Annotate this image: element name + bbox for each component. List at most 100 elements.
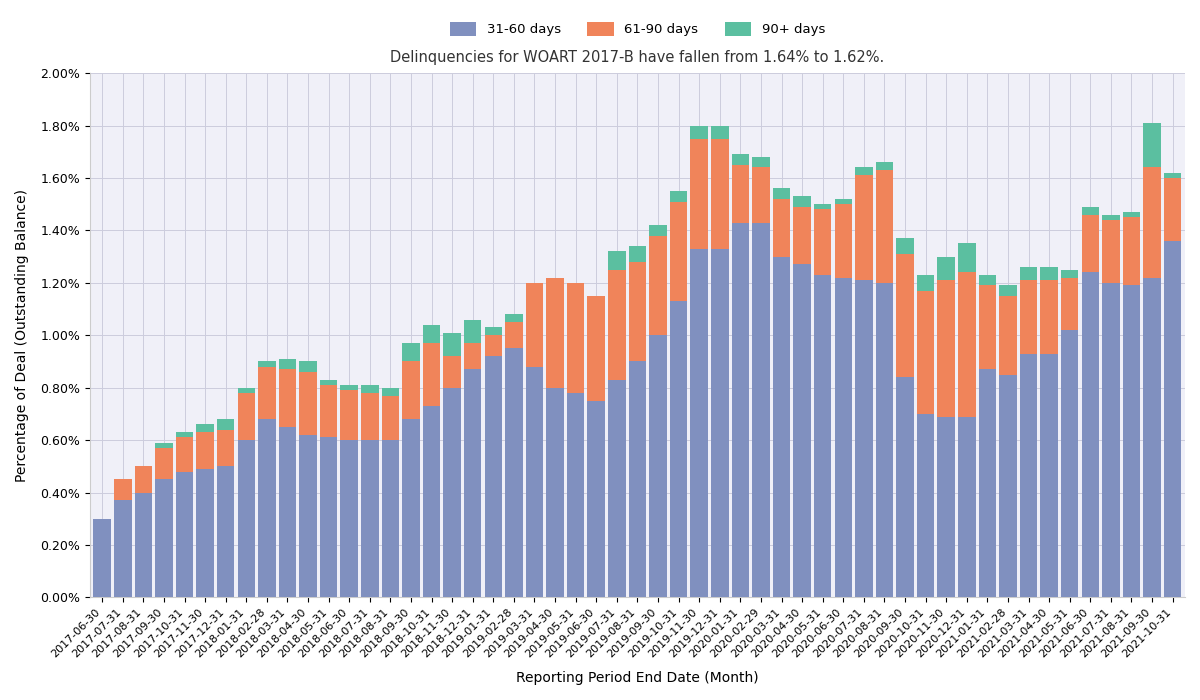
- Bar: [382, 395, 400, 440]
- Bar: [1061, 278, 1079, 330]
- Bar: [422, 406, 440, 597]
- Bar: [299, 372, 317, 435]
- Bar: [690, 248, 708, 597]
- Title: Delinquencies for WOART 2017-B have fallen from 1.64% to 1.62%.: Delinquencies for WOART 2017-B have fall…: [390, 50, 884, 65]
- Bar: [690, 125, 708, 139]
- Bar: [382, 440, 400, 597]
- Bar: [422, 325, 440, 343]
- Bar: [1040, 280, 1058, 354]
- Bar: [773, 188, 791, 199]
- Bar: [937, 257, 955, 280]
- Bar: [834, 278, 852, 597]
- Bar: [278, 427, 296, 597]
- Bar: [526, 367, 544, 597]
- Bar: [629, 361, 646, 597]
- Y-axis label: Percentage of Deal (Outstanding Balance): Percentage of Deal (Outstanding Balance): [16, 189, 29, 482]
- Bar: [793, 265, 811, 597]
- Bar: [917, 290, 935, 414]
- Bar: [134, 493, 152, 597]
- Bar: [1164, 173, 1181, 178]
- Bar: [175, 438, 193, 472]
- Bar: [1164, 178, 1181, 241]
- Bar: [1040, 267, 1058, 280]
- Bar: [278, 370, 296, 427]
- Bar: [834, 204, 852, 278]
- Bar: [793, 196, 811, 206]
- Bar: [464, 343, 481, 370]
- Bar: [155, 448, 173, 480]
- Bar: [814, 204, 832, 209]
- Bar: [958, 272, 976, 416]
- Bar: [876, 283, 893, 597]
- Bar: [608, 380, 625, 597]
- Bar: [1081, 215, 1099, 272]
- Bar: [1102, 215, 1120, 220]
- Bar: [712, 248, 728, 597]
- Bar: [814, 275, 832, 597]
- Bar: [546, 278, 564, 388]
- Bar: [732, 223, 749, 597]
- Bar: [485, 328, 502, 335]
- Bar: [402, 343, 420, 361]
- Bar: [361, 393, 378, 440]
- Bar: [1123, 212, 1140, 217]
- Bar: [114, 480, 132, 500]
- Bar: [422, 343, 440, 406]
- Bar: [773, 257, 791, 597]
- Bar: [1102, 283, 1120, 597]
- Bar: [588, 401, 605, 597]
- Bar: [917, 275, 935, 290]
- Bar: [464, 370, 481, 597]
- Bar: [793, 206, 811, 265]
- Bar: [443, 356, 461, 388]
- Bar: [175, 432, 193, 438]
- Bar: [526, 283, 544, 367]
- Bar: [320, 385, 337, 438]
- Bar: [341, 385, 358, 391]
- Bar: [896, 238, 913, 254]
- Bar: [670, 202, 688, 301]
- Bar: [1000, 374, 1016, 597]
- Bar: [1000, 296, 1016, 374]
- Bar: [566, 283, 584, 393]
- Bar: [690, 139, 708, 248]
- Bar: [588, 296, 605, 401]
- Bar: [546, 388, 564, 597]
- Bar: [485, 335, 502, 356]
- Bar: [361, 440, 378, 597]
- Bar: [1000, 286, 1016, 296]
- Bar: [629, 262, 646, 361]
- Bar: [175, 472, 193, 597]
- Bar: [896, 254, 913, 377]
- Bar: [566, 393, 584, 597]
- Bar: [320, 438, 337, 597]
- Bar: [876, 162, 893, 170]
- Bar: [732, 164, 749, 223]
- Bar: [629, 246, 646, 262]
- Bar: [320, 380, 337, 385]
- Bar: [732, 155, 749, 164]
- Bar: [856, 175, 872, 280]
- Bar: [979, 275, 996, 286]
- Bar: [712, 139, 728, 248]
- Bar: [752, 223, 769, 597]
- Bar: [958, 244, 976, 272]
- Bar: [712, 125, 728, 139]
- Bar: [238, 388, 256, 393]
- Bar: [155, 442, 173, 448]
- Bar: [197, 432, 214, 469]
- Bar: [258, 367, 276, 419]
- Bar: [217, 466, 234, 597]
- Bar: [608, 270, 625, 380]
- Bar: [155, 480, 173, 597]
- Bar: [299, 435, 317, 597]
- Bar: [1061, 330, 1079, 597]
- Bar: [217, 430, 234, 466]
- Bar: [856, 167, 872, 175]
- Bar: [1020, 267, 1037, 280]
- Bar: [134, 466, 152, 493]
- Bar: [341, 391, 358, 440]
- Bar: [443, 332, 461, 356]
- Bar: [1081, 272, 1099, 597]
- Bar: [485, 356, 502, 597]
